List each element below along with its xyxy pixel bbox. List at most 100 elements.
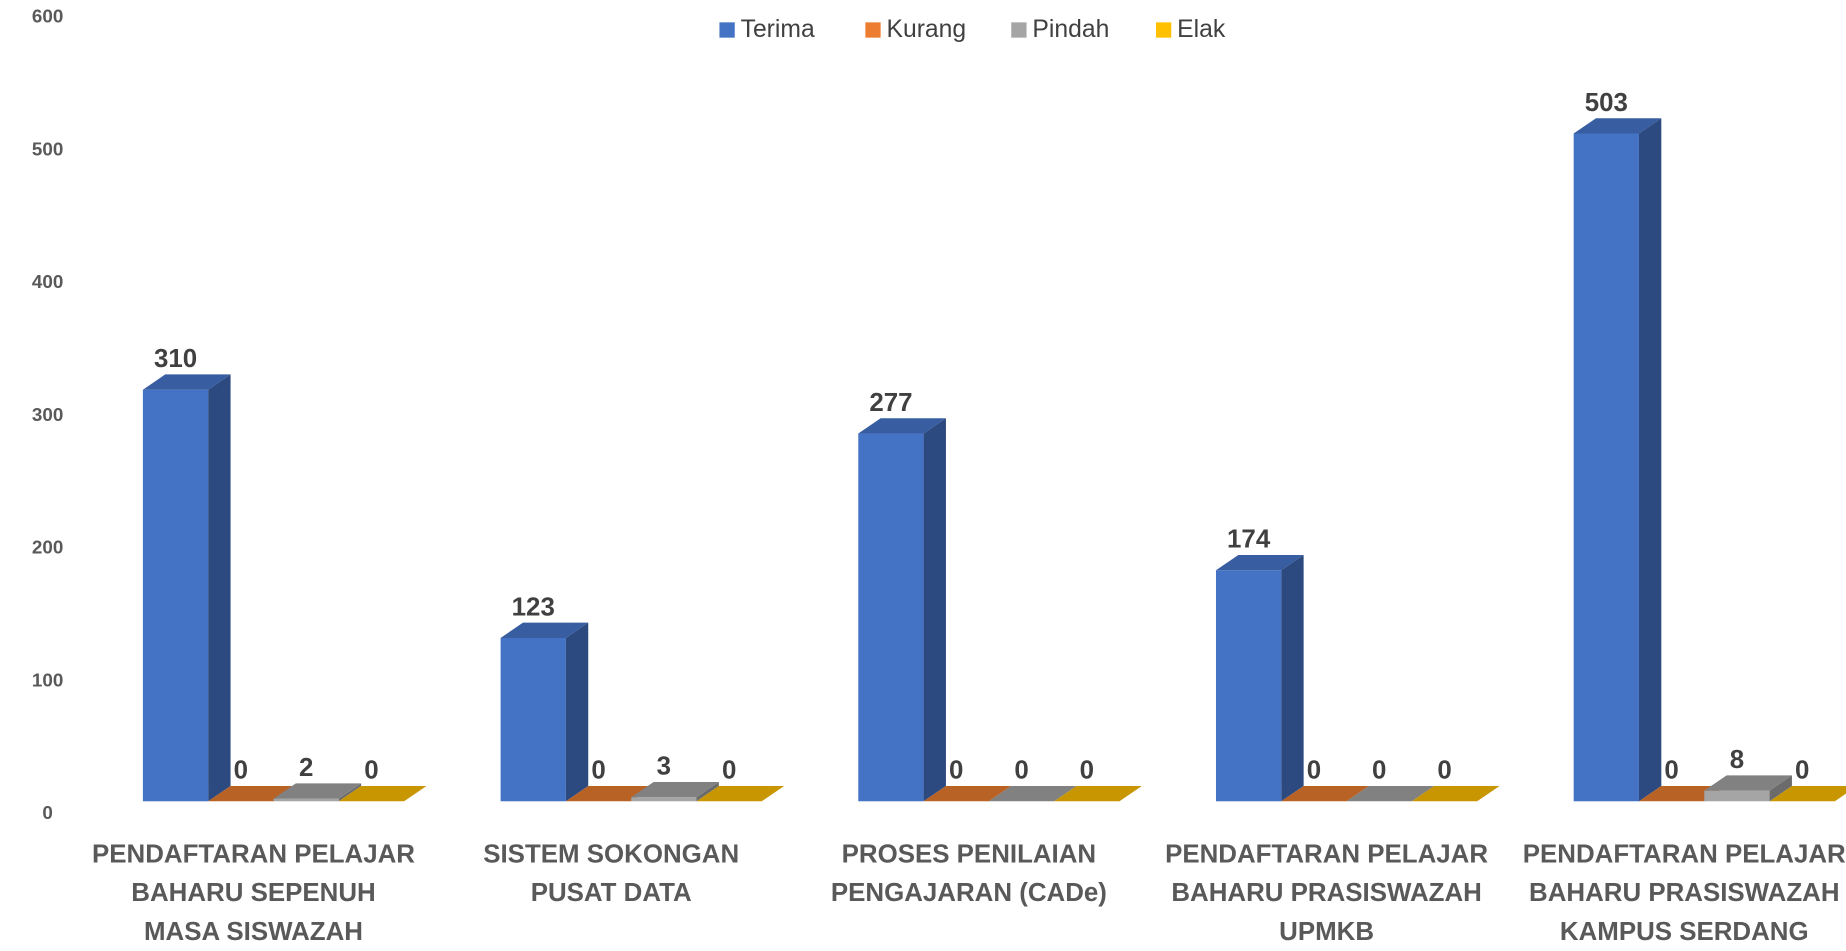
bar-top — [631, 781, 719, 798]
x-tick-line: PENDAFTARAN PELAJAR — [1165, 840, 1488, 868]
bar-top — [500, 622, 589, 638]
bar — [988, 785, 1077, 802]
data-label: 0 — [1080, 757, 1094, 785]
bar-top — [1411, 785, 1500, 802]
bar-side — [1769, 775, 1792, 802]
bar — [208, 785, 296, 802]
bar-top — [1769, 785, 1846, 802]
x-tick-label: PENDAFTARAN PELAJAR BAHARU PRASISWAZAH KAM… — [1523, 840, 1846, 946]
bar-top — [1573, 118, 1662, 134]
bar — [338, 785, 427, 802]
bar — [142, 374, 231, 802]
x-tick-line: PROSES PENILAIAN — [842, 840, 1096, 868]
data-label: 0 — [591, 757, 605, 785]
data-label: 503 — [1585, 89, 1628, 117]
bar — [1281, 785, 1369, 802]
bar — [1054, 785, 1142, 802]
bar-top — [1215, 554, 1304, 571]
bar-top — [988, 785, 1077, 802]
bar-side — [208, 374, 231, 802]
data-label: 0 — [1437, 757, 1451, 785]
x-tick-line: UPMKB — [1279, 918, 1374, 946]
bar-front — [273, 798, 339, 802]
x-tick-line: BAHARU PRASISWAZAH — [1529, 879, 1840, 907]
y-tick-label: 300 — [32, 404, 63, 425]
bar — [631, 781, 719, 802]
bar — [1573, 118, 1662, 802]
bar-side — [1281, 554, 1304, 802]
bar-top — [208, 785, 296, 802]
y-tick-label: 500 — [32, 138, 63, 159]
bar-front — [1573, 133, 1639, 802]
bar — [858, 418, 946, 802]
legend-label: Terima — [741, 16, 815, 43]
x-tick-line: BAHARU PRASISWAZAH — [1171, 879, 1482, 907]
legend-label: Pindah — [1032, 16, 1109, 43]
legend-label: Elak — [1177, 16, 1226, 43]
data-label: 0 — [949, 757, 963, 785]
y-tick-label: 100 — [32, 669, 63, 690]
x-tick-line: PENDAFTARAN PELAJAR — [92, 840, 415, 868]
bar-top — [858, 418, 946, 434]
data-label: 2 — [299, 754, 313, 782]
bar-top — [1704, 775, 1792, 791]
bar — [1704, 775, 1792, 802]
bar-front — [858, 433, 924, 802]
x-tick-label: PENDAFTARAN PELAJAR BAHARU SEPENUH MASA SI… — [92, 840, 415, 946]
bar-top — [338, 785, 427, 802]
x-tick-label: PENDAFTARAN PELAJAR BAHARU PRASISWAZAH UPM… — [1165, 840, 1488, 946]
x-tick-line: PENDAFTARAN PELAJAR — [1523, 840, 1846, 868]
bar-side — [565, 622, 589, 802]
bar-top — [696, 785, 785, 802]
y-tick-label: 400 — [32, 271, 63, 292]
bar-side — [338, 783, 362, 802]
x-tick-line: PENGAJARAN (CADe) — [831, 879, 1107, 907]
legend-swatch — [719, 22, 735, 38]
data-label: 0 — [722, 757, 736, 785]
bar — [1346, 785, 1435, 802]
data-label: 0 — [1795, 757, 1809, 785]
bar-front — [142, 389, 209, 802]
x-tick-line: PUSAT DATA — [531, 879, 692, 907]
bar-top — [923, 785, 1012, 802]
y-tick-label: 0 — [42, 802, 52, 823]
data-label: 0 — [234, 757, 248, 785]
x-tick-line: MASA SISWAZAH — [144, 918, 363, 946]
bar — [696, 785, 785, 802]
x-tick-line: SISTEM SOKONGAN — [483, 840, 739, 868]
bar — [1769, 785, 1846, 802]
legend-swatch — [1011, 22, 1027, 38]
x-tick-label: PROSES PENILAIAN PENGAJARAN (CADe) — [831, 840, 1107, 907]
legend-swatch — [1155, 22, 1172, 38]
data-label: 174 — [1227, 526, 1271, 554]
bar-front — [631, 797, 697, 802]
bar-top — [1346, 785, 1435, 802]
bar-top — [1281, 785, 1369, 802]
bar-side — [1638, 118, 1662, 802]
data-label: 0 — [1307, 757, 1321, 785]
data-label: 3 — [657, 753, 671, 781]
y-tick-label: 200 — [32, 537, 63, 558]
bar-side — [923, 418, 946, 802]
x-tick-line: BAHARU SEPENUH — [131, 879, 375, 907]
x-tick-line: KAMPUS SERDANG — [1560, 918, 1809, 946]
bar-front — [500, 637, 566, 802]
bar — [923, 785, 1012, 802]
data-label: 0 — [1014, 757, 1028, 785]
data-label: 277 — [869, 389, 912, 417]
bar — [273, 783, 362, 802]
bar-front — [1215, 570, 1282, 802]
bar-side — [696, 781, 719, 802]
bar — [500, 622, 589, 802]
x-tick-label: SISTEM SOKONGAN PUSAT DATA — [483, 840, 739, 907]
data-label: 8 — [1730, 746, 1744, 774]
legend-swatch — [865, 22, 881, 38]
bar — [1411, 785, 1500, 802]
y-tick-label: 600 — [32, 6, 63, 27]
bar-front — [1704, 790, 1770, 802]
bar-top — [273, 783, 362, 799]
data-label: 123 — [512, 593, 555, 621]
data-label: 310 — [154, 345, 197, 373]
data-label: 0 — [1664, 757, 1678, 785]
bar-top — [142, 374, 231, 390]
